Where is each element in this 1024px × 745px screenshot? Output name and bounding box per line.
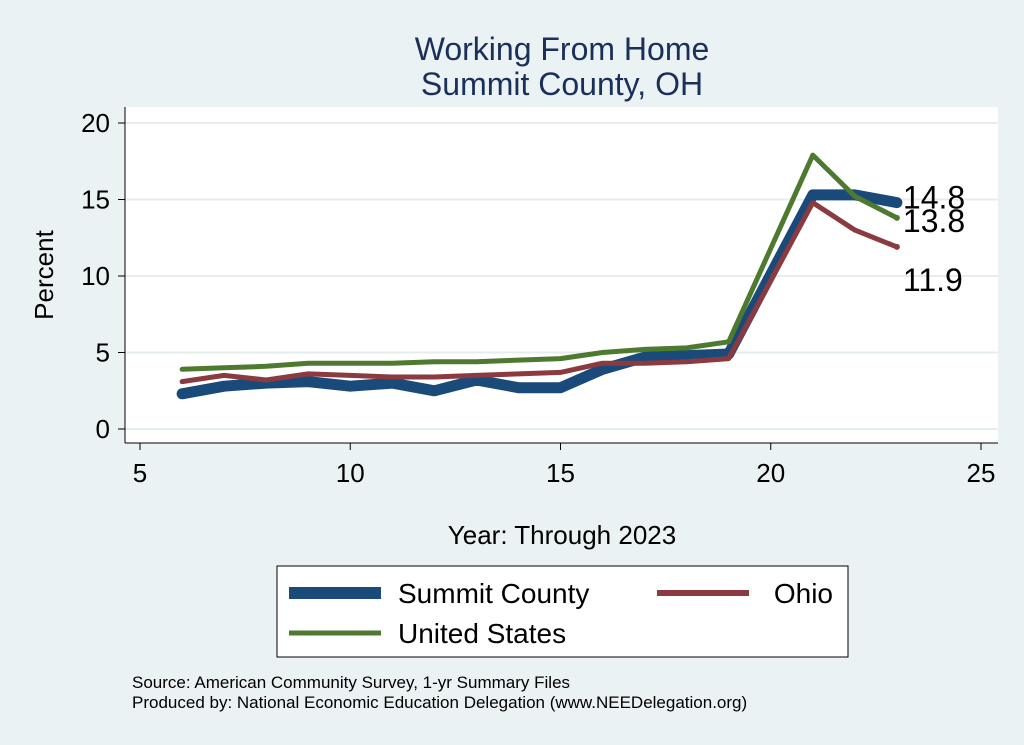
end-point [893, 199, 900, 206]
x-tick-label: 15 [546, 458, 575, 488]
source-note: Source: American Community Survey, 1-yr … [132, 673, 570, 692]
gridlines [125, 122, 998, 430]
y-tick-label: 10 [81, 261, 110, 291]
y-tick-label: 15 [81, 185, 110, 215]
series-line-united-states [179, 152, 900, 372]
y-axis-label: Percent [29, 229, 59, 319]
chart-subtitle: Summit County, OH [421, 66, 703, 102]
legend: Summit County Ohio United States [276, 565, 849, 658]
series-line-ohio [179, 200, 900, 385]
x-tick-label: 25 [967, 458, 996, 488]
legend-label-united-states: United States [398, 618, 566, 649]
end-label-ohio: 11.9 [903, 262, 963, 298]
x-tick-label: 20 [756, 458, 785, 488]
chart-title: Working From Home [415, 31, 710, 67]
series-line-summit-county [176, 189, 903, 400]
produced-by-note: Produced by: National Economic Education… [132, 693, 747, 712]
y-tick-label: 0 [96, 414, 110, 444]
x-axis-label: Year: Through 2023 [448, 520, 676, 550]
y-tick-label: 20 [81, 108, 110, 138]
y-tick-label: 5 [96, 338, 110, 368]
end-point [893, 214, 900, 221]
legend-label-summit-county: Summit County [398, 578, 589, 609]
end-label-summit-county: 14.8 [903, 180, 965, 216]
end-point [893, 243, 900, 250]
end-label-united-states: 13.8 [903, 203, 965, 239]
series-lines [176, 152, 903, 400]
end-labels: 14.8 11.9 13.8 [893, 180, 965, 298]
legend-box [276, 565, 849, 658]
legend-label-ohio: Ohio [774, 578, 833, 609]
x-tick-label: 10 [336, 458, 365, 488]
x-tick-label: 5 [133, 458, 147, 488]
